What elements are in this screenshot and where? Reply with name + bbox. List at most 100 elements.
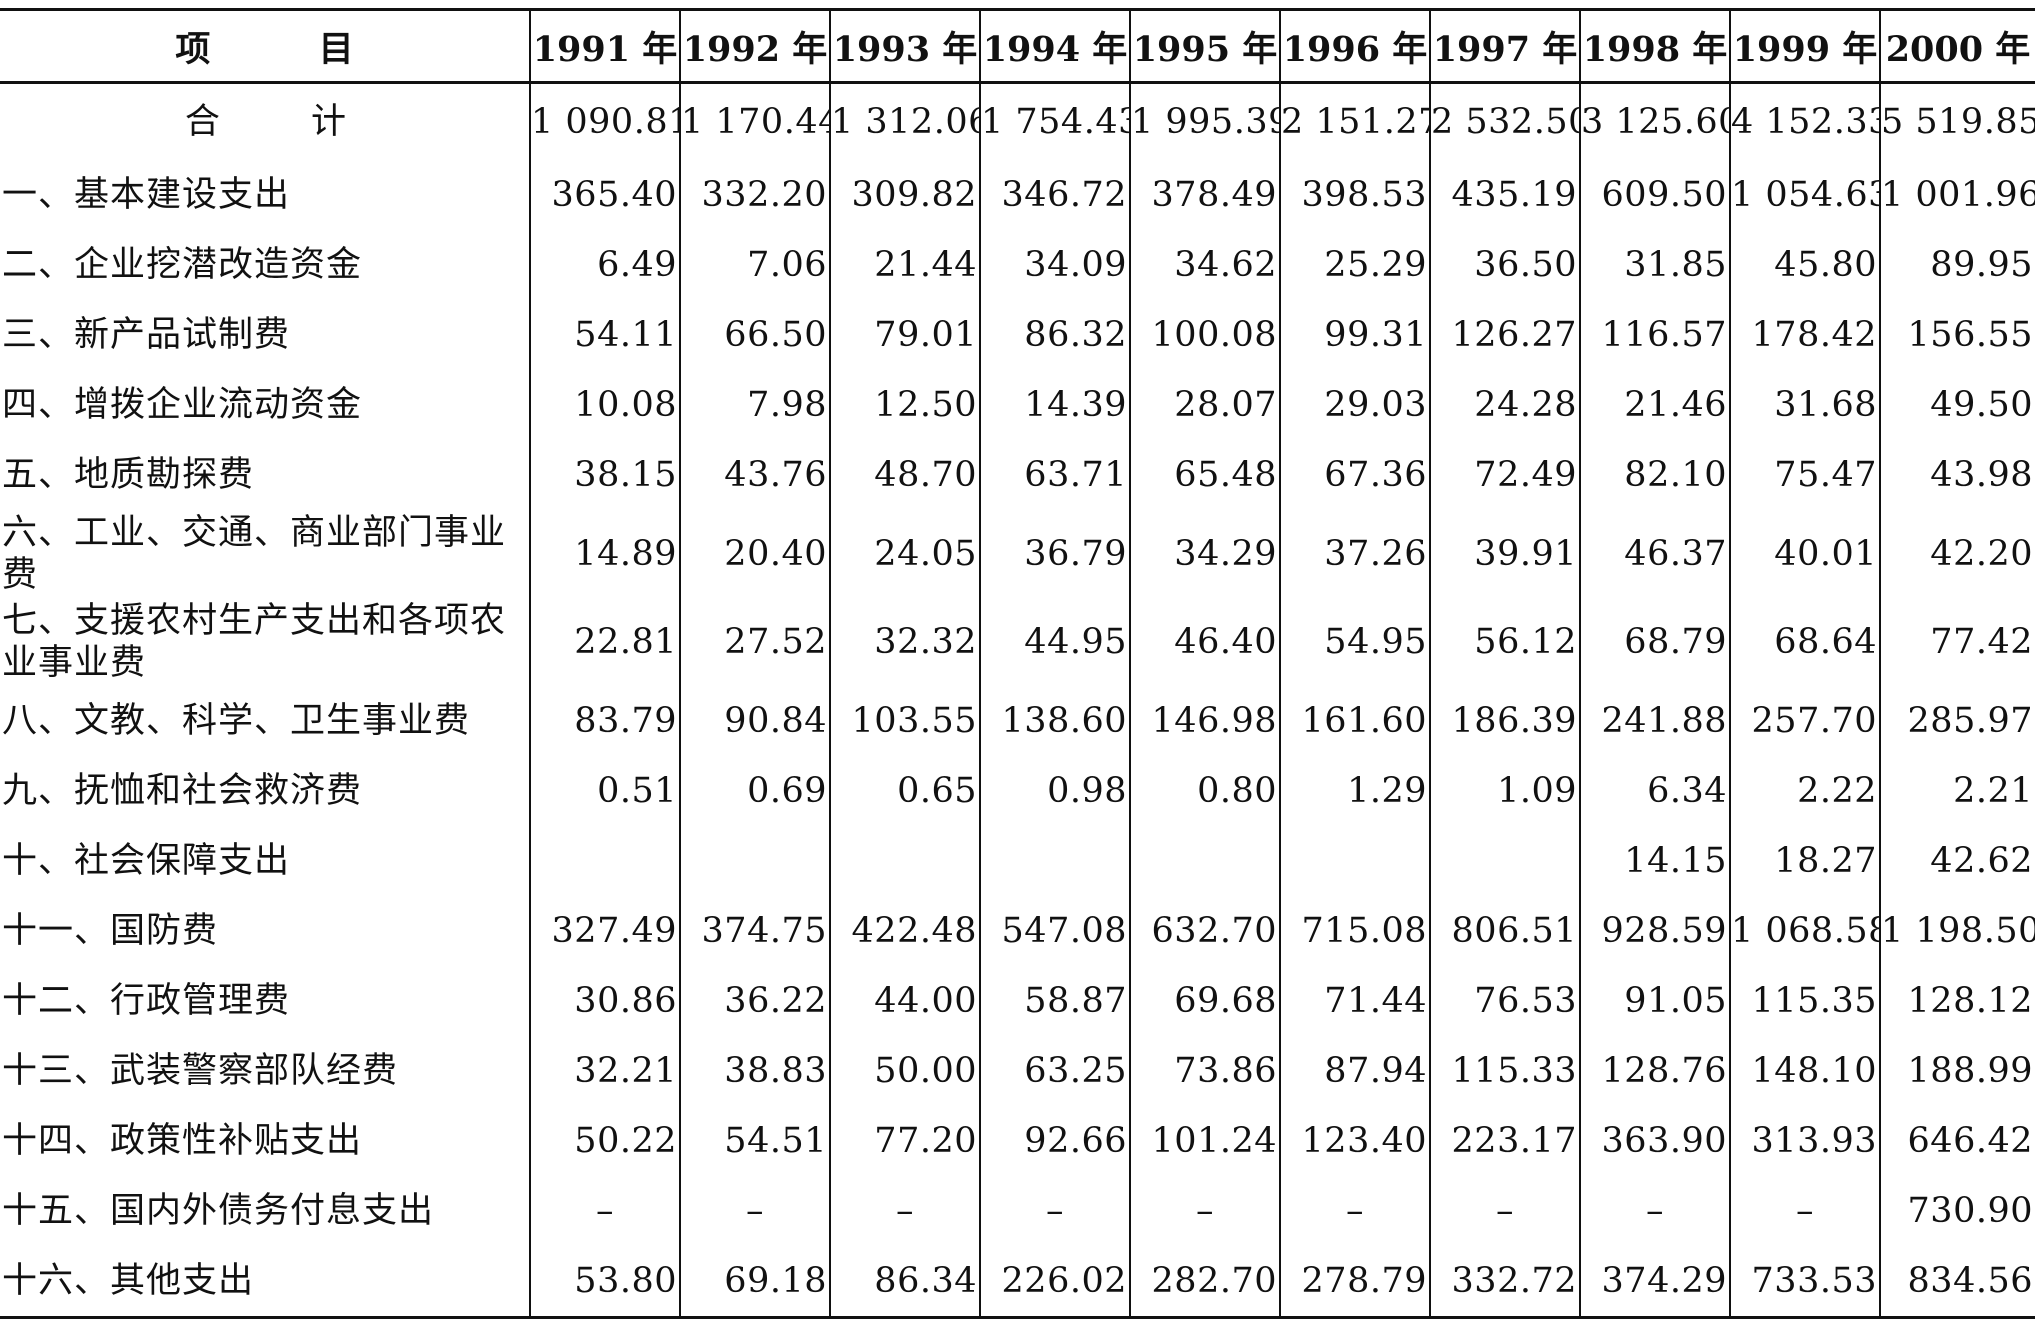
- value-cell: 188.99: [1879, 1036, 2035, 1106]
- value-cell: 89.95: [1879, 230, 2035, 300]
- value-cell: 54.95: [1279, 598, 1430, 686]
- value-cell: 42.62: [1879, 826, 2035, 896]
- value-cell: 43.98: [1879, 440, 2035, 510]
- value-cell: 99.31: [1279, 300, 1430, 370]
- value-cell: 186.39: [1429, 686, 1580, 756]
- row-label: 二、企业挖潜改造资金: [2, 245, 363, 285]
- value-cell: [829, 826, 980, 896]
- value-cell: 241.88: [1579, 686, 1730, 756]
- value-cell: 7.06: [679, 230, 830, 300]
- value-cell: 49.50: [1879, 370, 2035, 440]
- table-row: 十一、国防费 327.49 374.75 422.48 547.08 632.70 715.…: [0, 896, 2035, 966]
- table-row: 七、支援农村生产支出和各项农业事业费 22.81 27.52 32.32 44.95 46…: [0, 598, 2035, 686]
- value-cell: 79.01: [829, 300, 980, 370]
- value-cell: 1 754.43: [979, 82, 1130, 160]
- value-cell: 115.33: [1429, 1036, 1580, 1106]
- value-cell: 18.27: [1729, 826, 1880, 896]
- value-cell: 327.49: [529, 896, 680, 966]
- value-cell: 6.34: [1579, 756, 1730, 826]
- total-row: 合 计 1 090.81 1 170.44 1 312.06 1 754.43 1 995…: [0, 82, 2035, 160]
- value-cell: 148.10: [1729, 1036, 1880, 1106]
- expenditure-table: 项 目 1991 年 1992 年 1993 年 1994 年 1995 年 1…: [0, 8, 2035, 1319]
- column-header-year: 1993 年: [829, 8, 980, 84]
- table-row: 一、基本建设支出 365.40 332.20 309.82 346.72 378.49 39…: [0, 160, 2035, 230]
- value-cell: 282.70: [1129, 1246, 1280, 1319]
- value-cell: 1 995.39: [1129, 82, 1280, 160]
- value-cell: 68.79: [1579, 598, 1730, 686]
- row-label: 十二、行政管理费: [2, 981, 291, 1021]
- value-cell: 223.17: [1429, 1106, 1580, 1176]
- value-cell: 31.68: [1729, 370, 1880, 440]
- value-cell: 363.90: [1579, 1106, 1730, 1176]
- value-cell: 34.29: [1129, 510, 1280, 598]
- value-cell: 1 170.44: [679, 82, 830, 160]
- value-cell: 1 312.06: [829, 82, 980, 160]
- value-cell: 71.44: [1279, 966, 1430, 1036]
- value-cell: 28.07: [1129, 370, 1280, 440]
- row-label: 七、支援农村生产支出和各项农业事业费: [2, 601, 507, 683]
- value-cell: 609.50: [1579, 160, 1730, 230]
- value-cell: 22.81: [529, 598, 680, 686]
- value-cell: 1 001.96: [1879, 160, 2035, 230]
- value-cell: 226.02: [979, 1246, 1130, 1319]
- header-row: 项 目 1991 年 1992 年 1993 年 1994 年 1995 年 1…: [0, 8, 2035, 84]
- value-cell: 77.20: [829, 1106, 980, 1176]
- value-cell: 7.98: [679, 370, 830, 440]
- value-cell: 46.40: [1129, 598, 1280, 686]
- value-cell: 332.72: [1429, 1246, 1580, 1319]
- column-header-year: 1992 年: [679, 8, 830, 84]
- row-label: 合 计: [184, 102, 387, 142]
- value-cell: 91.05: [1579, 966, 1730, 1036]
- value-cell: –: [1279, 1176, 1430, 1246]
- value-cell: 90.84: [679, 686, 830, 756]
- value-cell: 92.66: [979, 1106, 1130, 1176]
- value-cell: [1429, 826, 1580, 896]
- column-header-item: 项 目: [0, 8, 530, 84]
- value-cell: 128.12: [1879, 966, 2035, 1036]
- value-cell: 39.91: [1429, 510, 1580, 598]
- value-cell: 733.53: [1729, 1246, 1880, 1319]
- value-cell: 398.53: [1279, 160, 1430, 230]
- table-row: 十四、政策性补贴支出 50.22 54.51 77.20 92.66 101.24 123.…: [0, 1106, 2035, 1176]
- value-cell: [1129, 826, 1280, 896]
- value-cell: 123.40: [1279, 1106, 1430, 1176]
- value-cell: 36.50: [1429, 230, 1580, 300]
- value-cell: 24.05: [829, 510, 980, 598]
- value-cell: –: [679, 1176, 830, 1246]
- value-cell: 54.11: [529, 300, 680, 370]
- value-cell: 6.49: [529, 230, 680, 300]
- value-cell: 1 198.50: [1879, 896, 2035, 966]
- table-row: 十二、行政管理费 30.86 36.22 44.00 58.87 69.68 71.44 76…: [0, 966, 2035, 1036]
- value-cell: 54.51: [679, 1106, 830, 1176]
- value-cell: –: [1579, 1176, 1730, 1246]
- value-cell: 1 054.63: [1729, 160, 1880, 230]
- value-cell: 77.42: [1879, 598, 2035, 686]
- row-label: 十五、国内外债务付息支出: [2, 1191, 435, 1231]
- table-row: 五、地质勘探费 38.15 43.76 48.70 63.71 65.48 67.36 72.…: [0, 440, 2035, 510]
- value-cell: 278.79: [1279, 1246, 1430, 1319]
- value-cell: 128.76: [1579, 1036, 1730, 1106]
- value-cell: 332.20: [679, 160, 830, 230]
- column-header-year: 1999 年: [1729, 8, 1880, 84]
- row-label: 八、文教、科学、卫生事业费: [2, 701, 471, 741]
- value-cell: 101.24: [1129, 1106, 1280, 1176]
- value-cell: 44.95: [979, 598, 1130, 686]
- value-cell: 37.26: [1279, 510, 1430, 598]
- value-cell: 161.60: [1279, 686, 1430, 756]
- value-cell: 76.53: [1429, 966, 1580, 1036]
- value-cell: 38.15: [529, 440, 680, 510]
- value-cell: 365.40: [529, 160, 680, 230]
- table-row: 六、工业、交通、商业部门事业费 14.89 20.40 24.05 36.79 34.29…: [0, 510, 2035, 598]
- value-cell: 34.62: [1129, 230, 1280, 300]
- value-cell: 116.57: [1579, 300, 1730, 370]
- table-row: 十五、国内外债务付息支出 – – – – – – – – –730.90: [0, 1176, 2035, 1246]
- value-cell: 53.80: [529, 1246, 680, 1319]
- value-cell: 34.09: [979, 230, 1130, 300]
- column-header-year: 2000 年: [1879, 8, 2035, 84]
- value-cell: 29.03: [1279, 370, 1430, 440]
- column-header-year: 1998 年: [1579, 8, 1730, 84]
- value-cell: 1.29: [1279, 756, 1430, 826]
- column-header-year: 1991 年: [529, 8, 680, 84]
- value-cell: 73.86: [1129, 1036, 1280, 1106]
- value-cell: 20.40: [679, 510, 830, 598]
